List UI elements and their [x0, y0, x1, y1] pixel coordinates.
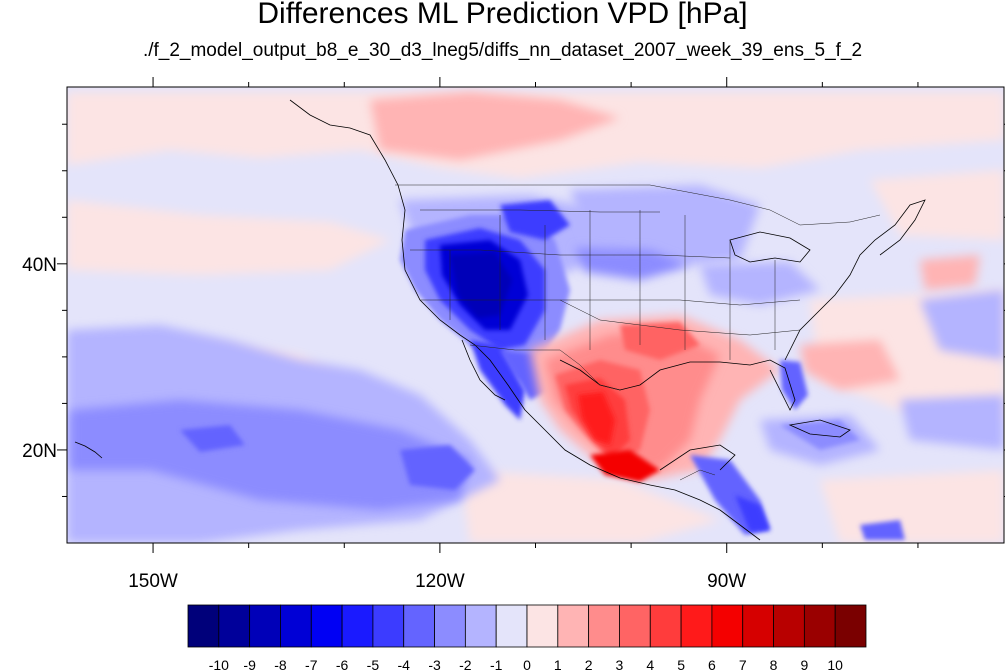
contour-fill [180, 425, 245, 452]
contour-fill [920, 255, 980, 290]
coastline-yucatan [659, 444, 736, 471]
colorbar-label: 2 [585, 657, 593, 672]
colorbar-label: -8 [274, 657, 287, 672]
colorbar-label: 6 [708, 657, 716, 672]
colorbar-swatch [249, 604, 281, 648]
contour-fills [67, 92, 1004, 543]
contour-fill [590, 450, 660, 482]
contour-fill [860, 520, 905, 540]
contour-fill [735, 495, 770, 532]
colorbar: -10 -9 -8 -7 -6 -5 -4 -3 -2 -1 0 1 2 3 4 5 6 7 8 9 10 [187, 604, 867, 672]
colorbar-swatch [341, 604, 374, 648]
contour-fill [578, 392, 615, 445]
colorbar-swatch [310, 604, 343, 648]
x-tick-label: 90W [707, 571, 746, 592]
colorbar-label: 0 [523, 657, 531, 672]
colorbar-label: -4 [398, 657, 411, 672]
colorbar-label: 8 [770, 657, 778, 672]
colorbar-label: 10 [827, 657, 843, 672]
colorbar-label: -9 [243, 657, 256, 672]
colorbar-swatch [218, 604, 251, 648]
y-tick-label: 40N [22, 255, 57, 276]
border-mexico-guatemala [679, 469, 716, 481]
colorbar-label: 4 [646, 657, 654, 672]
colorbar-label: -6 [336, 657, 349, 672]
colorbar-swatch [280, 604, 312, 648]
colorbar-label: -2 [459, 657, 472, 672]
contour-fill [460, 470, 720, 543]
colorbar-swatch [187, 604, 220, 648]
colorbar-swatch [649, 604, 682, 648]
colorbar-label: 5 [677, 657, 685, 672]
colorbar-swatch [680, 604, 713, 648]
contour-fill [575, 248, 690, 280]
colorbar-swatch [619, 604, 651, 648]
contour-fill [400, 445, 475, 490]
colorbar-swatch [803, 604, 836, 648]
contour-fill [780, 360, 808, 410]
x-tick-label: 120W [415, 571, 465, 592]
colorbar-label: -1 [490, 657, 503, 672]
colorbar-swatch [588, 604, 620, 648]
contour-fill [920, 290, 1004, 360]
contour-fill [570, 185, 760, 270]
axis-ticks [57, 77, 1005, 553]
contour-fill [370, 92, 620, 160]
great-lakes [729, 231, 811, 263]
contour-fill [800, 340, 900, 390]
chart-subtitle: ./f_2_model_output_b8_e_30_d3_lneg5/diff… [142, 40, 863, 61]
coastline-west [289, 99, 761, 541]
axis-labels: 150W 120W 90W 20N 40N [22, 255, 746, 592]
colorbar-swatch [773, 604, 805, 648]
colorbar-swatch [526, 604, 559, 648]
colorbar-swatch [834, 604, 867, 648]
contour-fill [900, 395, 1004, 450]
y-tick-label: 20N [22, 441, 57, 462]
border-us-canada [395, 184, 881, 226]
contour-fill [70, 400, 470, 510]
political-borders [395, 184, 881, 481]
coastline-baja [461, 339, 506, 401]
chart-title: Differences ML Prediction VPD [hPa] [257, 0, 748, 30]
colorbar-label: -3 [428, 657, 441, 672]
colorbar-swatch [403, 604, 435, 648]
colorbar-swatch [464, 604, 497, 648]
coastline-hawaii [74, 441, 103, 459]
colorbar-label: 7 [739, 657, 747, 672]
colorbar-swatch [557, 604, 590, 648]
contour-fill [450, 252, 512, 318]
contour-fill [870, 170, 1004, 240]
colorbar-swatch [372, 604, 405, 648]
colorbar-swatch [742, 604, 774, 648]
colorbar-label: 9 [800, 657, 808, 672]
x-tick-label: 150W [128, 571, 178, 592]
colorbar-label: 3 [616, 657, 624, 672]
contour-fill [820, 470, 1004, 543]
colorbar-label: -10 [209, 657, 229, 672]
colorbar-swatch [434, 604, 466, 648]
colorbar-label: -7 [305, 657, 318, 672]
coastline-east [784, 199, 926, 361]
plot-area [67, 87, 1004, 543]
contour-fill [67, 200, 390, 275]
colorbar-label: -5 [367, 657, 380, 672]
contour-fill [470, 340, 525, 420]
colorbar-swatch [711, 604, 744, 648]
colorbar-swatch [495, 604, 528, 648]
colorbar-label: 1 [554, 657, 562, 672]
border-us-mexico [469, 344, 621, 391]
state-lines [410, 209, 801, 360]
coastline-cuba [788, 419, 851, 438]
